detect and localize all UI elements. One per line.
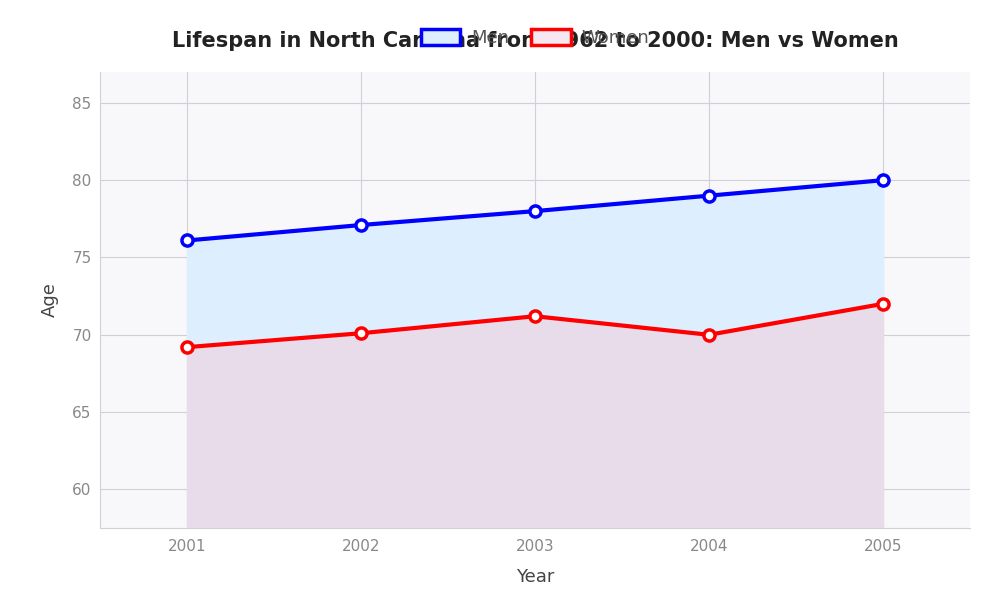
X-axis label: Year: Year [516,568,554,586]
Title: Lifespan in North Carolina from 1962 to 2000: Men vs Women: Lifespan in North Carolina from 1962 to … [172,31,898,51]
Y-axis label: Age: Age [40,283,58,317]
Legend: Men, Women: Men, Women [414,22,656,55]
